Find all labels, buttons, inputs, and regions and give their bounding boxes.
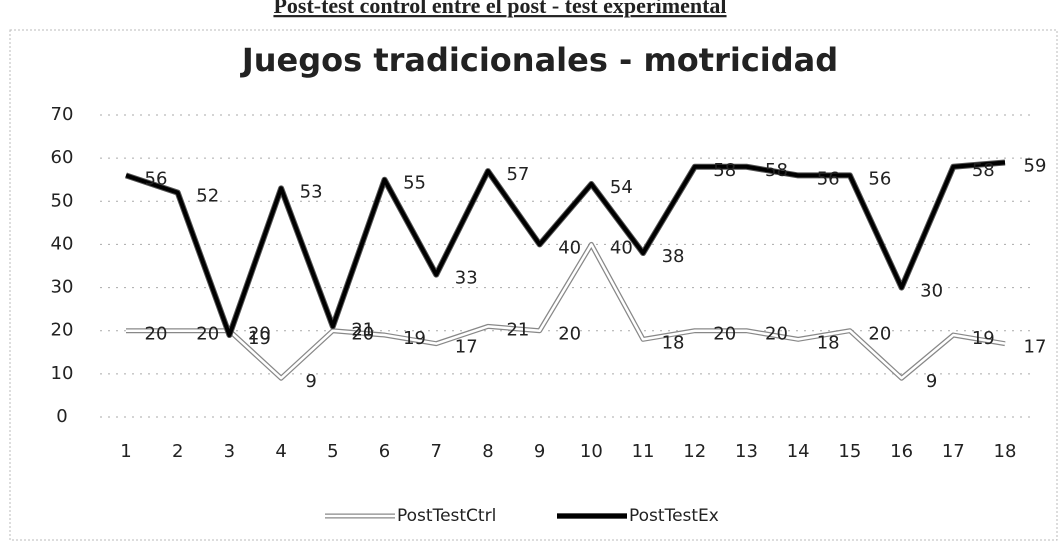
x-tick-label: 4 bbox=[275, 441, 286, 462]
data-label: 58 bbox=[972, 160, 995, 181]
x-tick-label: 7 bbox=[431, 441, 442, 462]
data-label: 56 bbox=[868, 168, 891, 189]
x-tick-label: 16 bbox=[890, 441, 913, 462]
x-tick-label: 10 bbox=[580, 441, 603, 462]
data-label: 20 bbox=[713, 324, 736, 345]
data-label: 20 bbox=[558, 324, 581, 345]
data-label: 56 bbox=[145, 168, 168, 189]
data-label: 40 bbox=[610, 237, 633, 258]
data-label: 9 bbox=[305, 371, 316, 392]
x-tick-label: 1 bbox=[120, 441, 131, 462]
data-label: 20 bbox=[248, 324, 271, 345]
x-tick-label: 8 bbox=[482, 441, 493, 462]
data-label: 19 bbox=[403, 328, 426, 349]
x-tick-label: 11 bbox=[632, 441, 655, 462]
y-tick-label: 70 bbox=[51, 104, 74, 125]
x-tick-label: 2 bbox=[172, 441, 183, 462]
x-tick-label: 15 bbox=[838, 441, 861, 462]
data-label: 19 bbox=[972, 328, 995, 349]
data-label: 58 bbox=[765, 160, 788, 181]
y-tick-label: 10 bbox=[51, 363, 74, 384]
page-heading: Post-test control entre el post - test e… bbox=[273, 0, 726, 18]
data-label: 56 bbox=[817, 168, 840, 189]
data-label: 38 bbox=[662, 246, 685, 267]
x-tick-label: 5 bbox=[327, 441, 338, 462]
data-label: 18 bbox=[662, 332, 685, 353]
chart-frame bbox=[9, 29, 1058, 541]
data-label: 20 bbox=[351, 324, 374, 345]
x-tick-label: 17 bbox=[942, 441, 965, 462]
data-label: 59 bbox=[1024, 155, 1047, 176]
y-tick-label: 40 bbox=[51, 233, 74, 254]
data-label: 55 bbox=[403, 173, 426, 194]
data-label: 40 bbox=[558, 237, 581, 258]
x-tick-label: 3 bbox=[224, 441, 235, 462]
data-label: 33 bbox=[455, 268, 478, 289]
data-label: 58 bbox=[713, 160, 736, 181]
y-tick-label: 50 bbox=[51, 190, 74, 211]
data-label: 20 bbox=[868, 324, 891, 345]
series-line bbox=[126, 243, 1006, 380]
x-tick-label: 14 bbox=[787, 441, 810, 462]
data-label: 21 bbox=[351, 319, 374, 340]
data-label: 19 bbox=[248, 328, 271, 349]
data-label: 57 bbox=[506, 164, 529, 185]
data-label: 9 bbox=[926, 371, 937, 392]
x-tick-label: 12 bbox=[683, 441, 706, 462]
data-label: 30 bbox=[920, 281, 943, 302]
data-label: 21 bbox=[506, 319, 529, 340]
data-label: 20 bbox=[196, 324, 219, 345]
data-label: 18 bbox=[817, 332, 840, 353]
data-label: 54 bbox=[610, 177, 633, 198]
data-label: 17 bbox=[1024, 337, 1047, 358]
x-tick-label: 6 bbox=[379, 441, 390, 462]
chart-title: Juegos tradicionales - motricidad bbox=[240, 41, 838, 79]
y-tick-label: 60 bbox=[51, 147, 74, 168]
data-label: 20 bbox=[765, 324, 788, 345]
legend: PostTestCtrl PostTestEx bbox=[325, 506, 719, 526]
data-label: 20 bbox=[145, 324, 168, 345]
y-tick-label: 20 bbox=[51, 320, 74, 341]
y-tick-label: 0 bbox=[56, 406, 67, 427]
legend-label: PostTestCtrl bbox=[397, 506, 496, 526]
data-label: 53 bbox=[300, 181, 323, 202]
data-label: 17 bbox=[455, 337, 478, 358]
x-tick-label: 13 bbox=[735, 441, 758, 462]
legend-label: PostTestEx bbox=[629, 506, 719, 526]
x-tick-label: 18 bbox=[994, 441, 1017, 462]
y-tick-label: 30 bbox=[51, 277, 74, 298]
data-label: 52 bbox=[196, 186, 219, 207]
x-tick-label: 9 bbox=[534, 441, 545, 462]
series-line bbox=[125, 160, 1006, 338]
